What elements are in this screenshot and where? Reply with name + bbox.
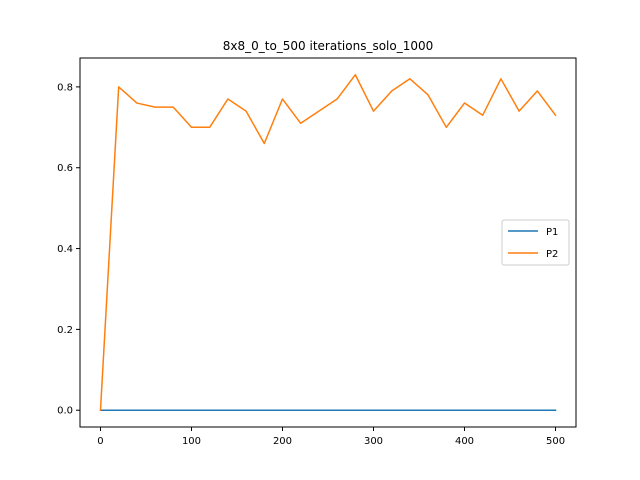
x-tick-label: 500 <box>546 436 565 447</box>
x-axis: 0 100 200 300 400 500 <box>97 427 565 447</box>
series-line-p2 <box>99 74 557 412</box>
y-tick-label: 0.2 <box>57 325 73 336</box>
legend-box <box>501 219 570 266</box>
series-layer <box>99 74 557 412</box>
plot-area: 0 100 200 300 400 500 0.0 0.2 0.4 0.6 0.8 <box>57 57 577 447</box>
y-tick-label: 0.8 <box>57 82 73 93</box>
y-tick-label: 0.4 <box>57 244 73 255</box>
legend: P1 P2 <box>501 219 570 266</box>
axes-frame <box>79 57 577 428</box>
x-tick-label: 200 <box>273 436 292 447</box>
x-tick-label: 100 <box>182 436 201 447</box>
x-tick-label: 400 <box>455 436 474 447</box>
chart-title: 8x8_0_to_500 iterations_solo_1000 <box>223 39 434 53</box>
x-tick-label: 0 <box>97 436 103 447</box>
y-axis: 0.0 0.2 0.4 0.6 0.8 <box>57 82 80 417</box>
y-tick-label: 0.6 <box>57 163 73 174</box>
legend-label-p1: P1 <box>546 227 558 238</box>
legend-label-p2: P2 <box>546 249 558 260</box>
y-tick-label: 0.0 <box>57 406 73 417</box>
x-tick-label: 300 <box>364 436 383 447</box>
